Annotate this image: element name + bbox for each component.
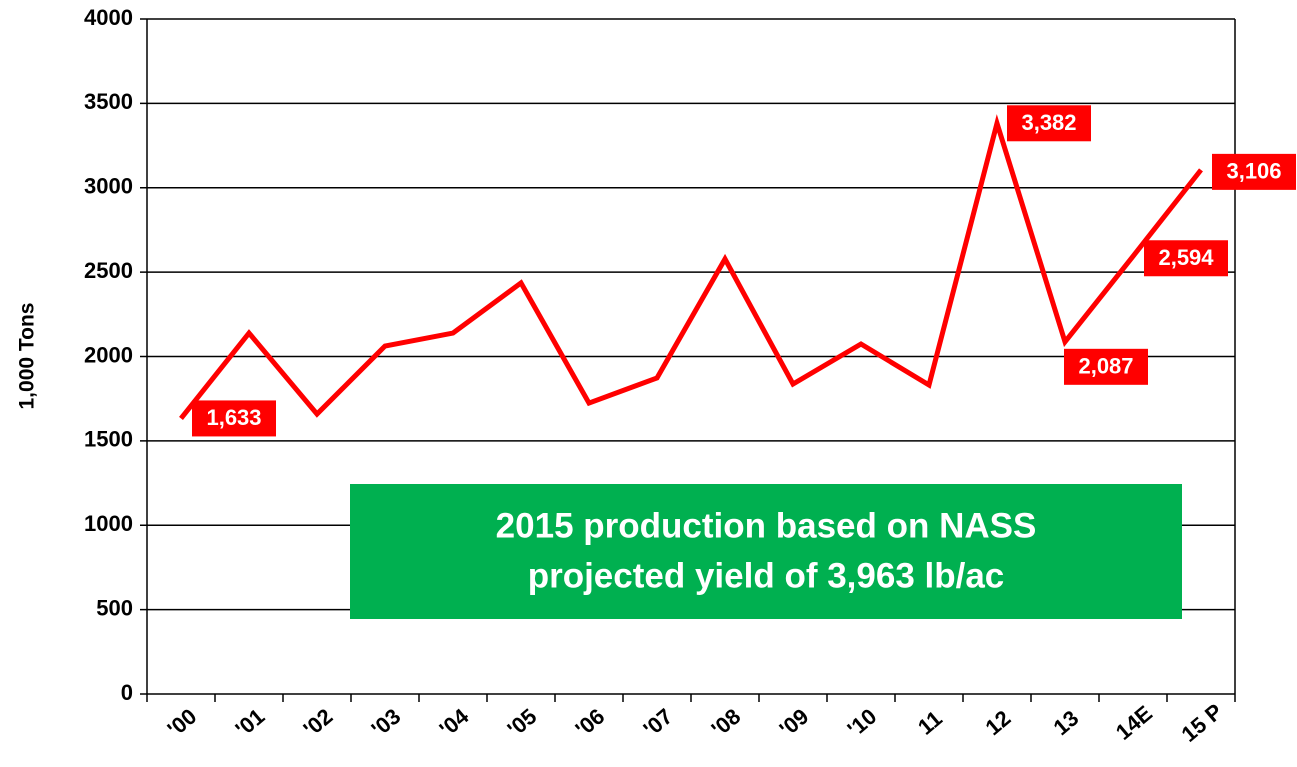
- data-label-box: [1064, 348, 1148, 385]
- data-label-box: [1007, 105, 1091, 142]
- x-tick-label: '08: [707, 704, 746, 742]
- annotation-text: projected yield of 3,963 lb/ac: [528, 556, 1005, 595]
- y-tick-label: 0: [121, 680, 133, 705]
- x-tick-label: 14E: [1111, 701, 1157, 745]
- y-tick-label: 500: [96, 595, 133, 620]
- data-label: 3,382: [1021, 110, 1076, 135]
- y-tick-label: 2000: [84, 342, 133, 367]
- y-tick-label: 4000: [84, 5, 133, 30]
- x-tick-label: 15 P: [1177, 699, 1228, 747]
- data-label: 2,087: [1078, 354, 1133, 379]
- data-label: 2,594: [1158, 245, 1214, 270]
- x-tick-label: 11: [913, 706, 947, 740]
- data-label: 3,106: [1226, 159, 1281, 184]
- y-tick-label: 3500: [84, 89, 133, 114]
- x-tick-label: 13: [1049, 705, 1084, 740]
- x-tick-label: '06: [571, 704, 610, 742]
- x-tick-label: 12: [981, 705, 1016, 740]
- data-label: 1,633: [206, 405, 261, 430]
- x-tick-label: '09: [775, 704, 814, 742]
- line: [179, 114, 1203, 420]
- data-label-box: [1144, 240, 1228, 277]
- data-label-box: [192, 400, 276, 437]
- x-tick-label: '00: [163, 704, 202, 742]
- x-tick-label: '04: [435, 703, 474, 742]
- data-label-box: [1212, 153, 1296, 190]
- y-tick-label: 2500: [84, 258, 133, 283]
- y-tick-label: 1500: [84, 427, 133, 452]
- x-tick-label: '10: [843, 704, 882, 742]
- x-tick-label: '02: [299, 704, 338, 742]
- x-tick-label: '01: [231, 704, 270, 742]
- x-tick-label: '03: [367, 704, 406, 742]
- annotation-box: [350, 484, 1182, 619]
- y-tick-label: 1000: [84, 511, 133, 536]
- annotation-text: 2015 production based on NASS: [496, 506, 1037, 545]
- annotation: 2015 production based on NASS projected y…: [350, 484, 1182, 619]
- x-tick-label: '07: [639, 704, 678, 742]
- x-tick-label: '05: [503, 704, 542, 742]
- y-axis-label: 1,000 Tons: [16, 303, 39, 410]
- y-tick-label: 3000: [84, 174, 133, 199]
